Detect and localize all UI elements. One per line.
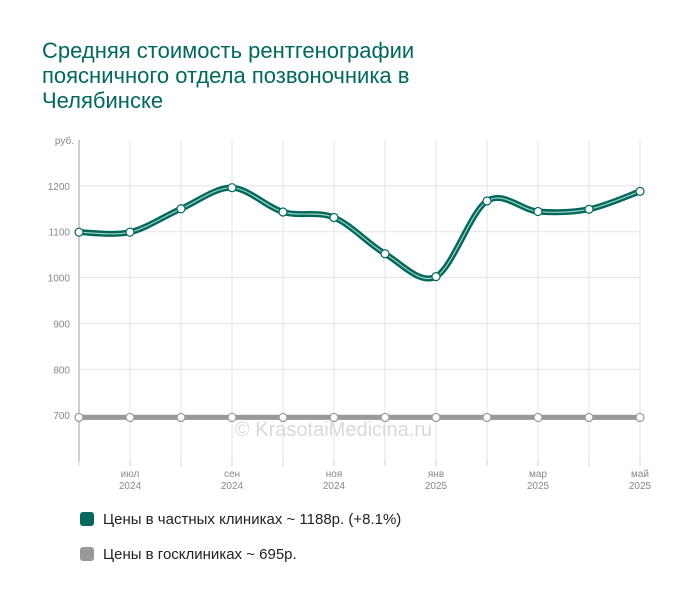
x-tick-label-month: май [631,469,649,480]
x-tick-label-month: сен [224,469,240,480]
data-point-public[interactable] [227,412,237,423]
y-tick-label: 800 [53,365,70,376]
x-tick-label-year: 2025 [527,481,550,492]
x-tick-label-year: 2025 [425,481,448,492]
data-point-public[interactable] [278,412,288,423]
legend-swatch-public [80,547,94,561]
legend-swatch-private [80,512,94,526]
axes: 700800900100011001200руб.июл2024сен2024н… [48,135,652,492]
y-tick-label: 700 [53,411,70,422]
data-point-public[interactable] [431,412,441,423]
legend-label-private: Цены в частных клиниках ~ 1188р. (+8.1%) [103,511,402,528]
grid [78,140,641,461]
data-point-public[interactable] [635,412,645,423]
x-tick-label-month: ноя [326,469,343,480]
series-private [74,183,645,282]
x-tick-label-month: июл [121,469,140,480]
data-point-public[interactable] [74,412,84,423]
data-point-public[interactable] [533,412,543,423]
data-point-private[interactable] [380,249,390,259]
data-point-private[interactable] [227,183,237,193]
series-layer [74,183,645,423]
y-unit-label: руб. [55,135,74,147]
data-point-public[interactable] [584,412,594,423]
data-point-private[interactable] [584,204,594,214]
y-tick-label: 900 [53,319,70,330]
data-point-private[interactable] [176,204,186,214]
data-point-private[interactable] [329,212,339,223]
data-point-private[interactable] [74,227,84,237]
data-point-private[interactable] [635,186,645,196]
data-point-public[interactable] [380,412,390,423]
y-tick-label: 1200 [48,182,71,193]
data-point-private[interactable] [431,272,441,282]
y-tick-label: 1100 [48,228,70,239]
x-tick-label-year: 2024 [119,481,142,492]
data-point-public[interactable] [125,412,135,423]
series-line-private [78,184,642,282]
legend-item-public[interactable]: Цены в госклиниках ~ 695р. [80,546,297,563]
watermark: © KrasotaiMedicina.ru [235,419,432,441]
data-point-private[interactable] [278,207,288,217]
y-tick-label: 1000 [48,274,71,285]
data-point-private[interactable] [125,227,135,237]
data-point-public[interactable] [176,412,186,423]
x-tick-label-month: мар [529,469,547,480]
x-tick-label-year: 2024 [323,481,346,492]
chart-title: Средняя стоимость рентгенографии пояснич… [42,38,415,113]
data-point-private[interactable] [533,206,543,217]
x-tick-label-year: 2025 [629,481,652,492]
legend-label-public: Цены в госклиниках ~ 695р. [103,546,297,563]
legend-item-private[interactable]: Цены в частных клиниках ~ 1188р. (+8.1%) [80,511,401,528]
series-public [74,412,645,423]
data-point-public[interactable] [482,412,492,423]
x-tick-label-month: янв [428,469,444,480]
data-point-private[interactable] [482,196,492,206]
data-point-public[interactable] [329,412,339,423]
x-tick-label-year: 2024 [221,481,244,492]
